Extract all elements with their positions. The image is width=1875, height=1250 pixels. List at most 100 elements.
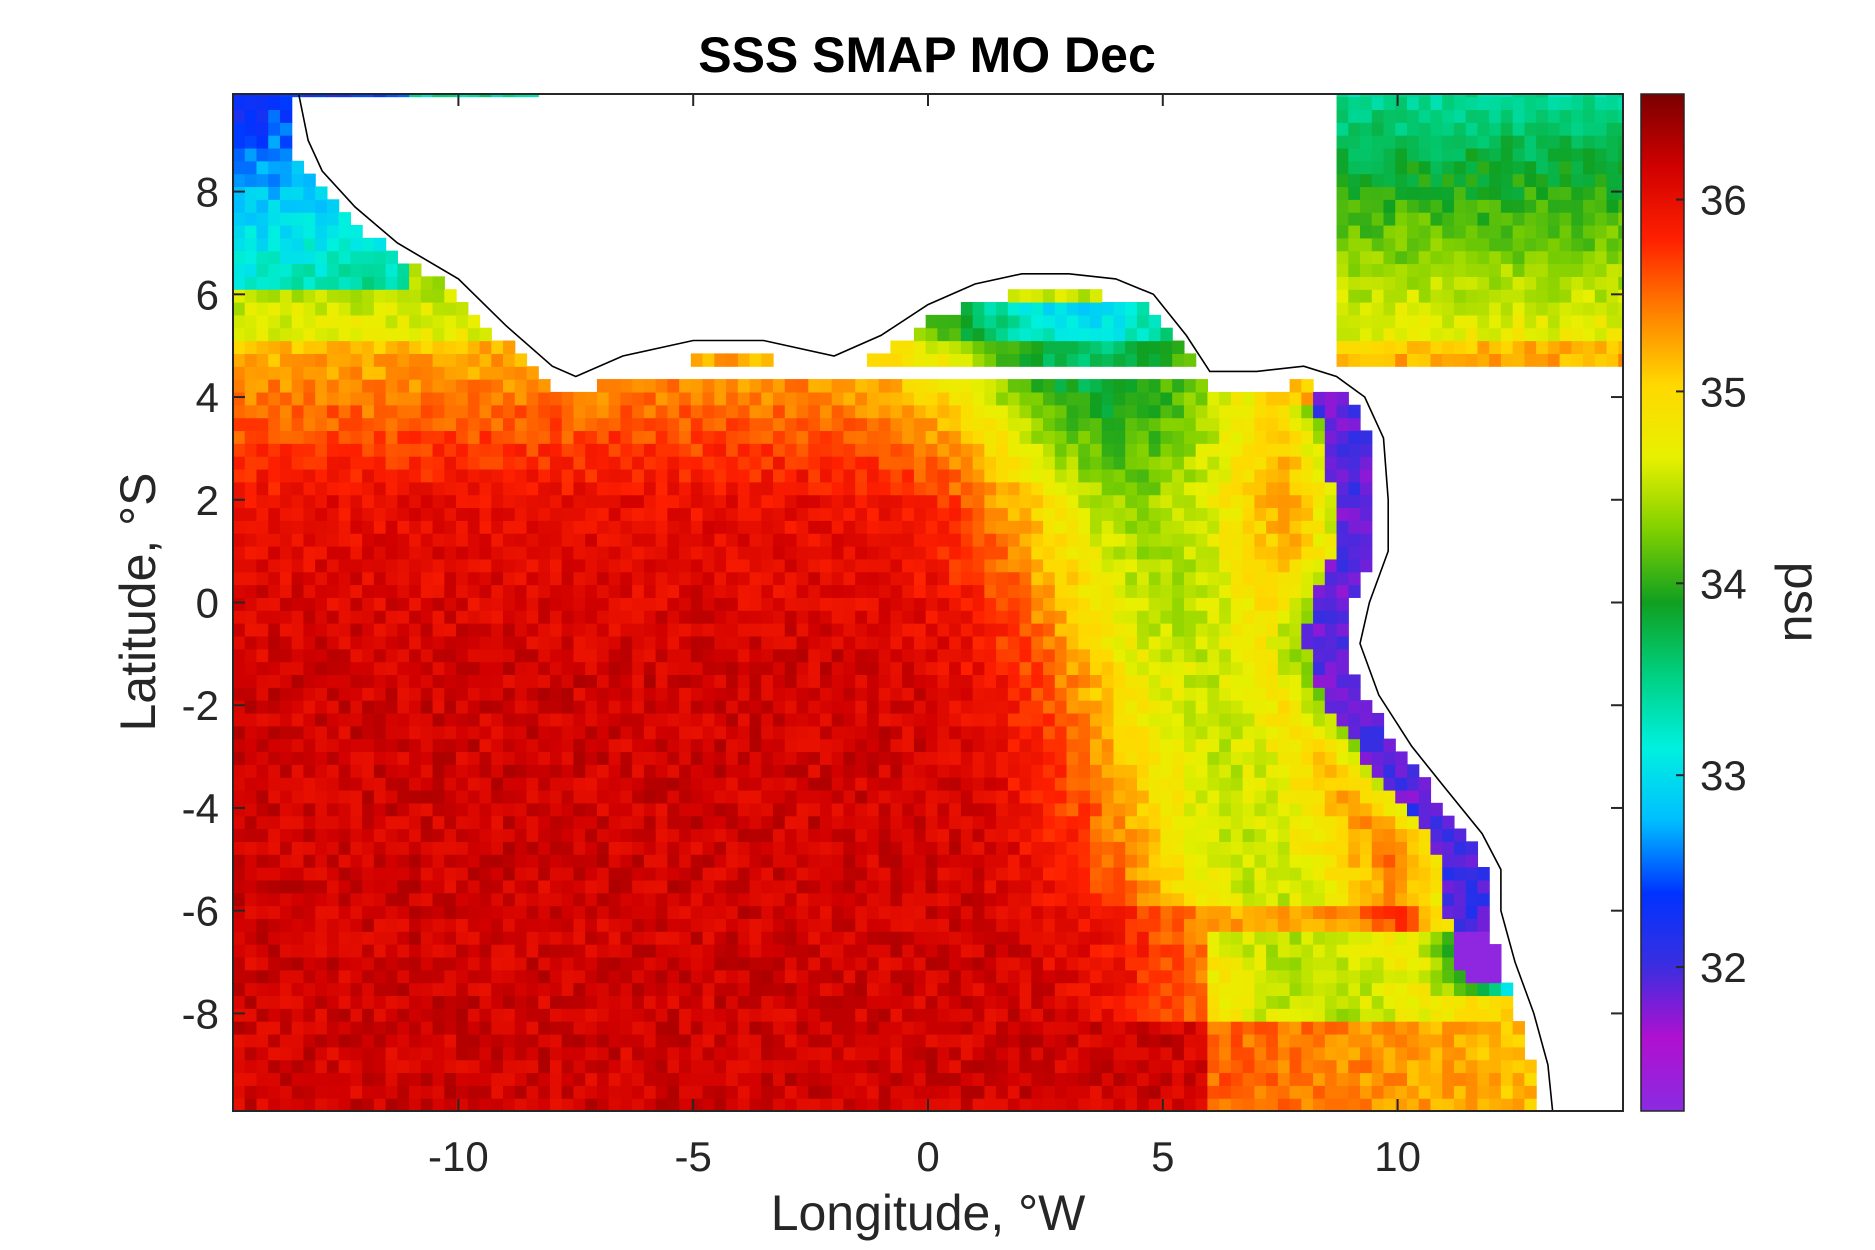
salinity-cell (702, 1059, 715, 1074)
salinity-cell (632, 854, 645, 868)
salinity-cell (855, 468, 868, 483)
salinity-cell (561, 982, 575, 997)
salinity-cell (279, 443, 293, 457)
salinity-cell (432, 841, 445, 855)
salinity-cell (526, 751, 539, 765)
salinity-cell (843, 456, 856, 470)
salinity-cell (632, 802, 645, 817)
salinity-cell (573, 751, 586, 765)
salinity-cell (890, 1059, 903, 1074)
salinity-cell (913, 969, 927, 984)
salinity-cell (1160, 700, 1173, 714)
salinity-cell (690, 777, 704, 791)
salinity-cell (796, 520, 809, 534)
salinity-cell (726, 507, 739, 521)
salinity-cell (362, 237, 375, 252)
salinity-cell (620, 918, 633, 932)
salinity-cell (972, 700, 985, 714)
salinity-cell (690, 648, 704, 663)
salinity-cell (808, 635, 821, 650)
salinity-cell (784, 956, 798, 971)
salinity-cell (338, 391, 351, 406)
salinity-cell (937, 468, 950, 483)
salinity-cell (679, 494, 692, 509)
salinity-cell (843, 674, 856, 688)
salinity-cell (679, 828, 692, 842)
salinity-cell (303, 648, 316, 663)
salinity-cell (690, 379, 704, 393)
salinity-cell (1101, 918, 1115, 932)
salinity-cell (326, 956, 340, 971)
salinity-cell (1066, 815, 1079, 830)
salinity-cell (1043, 1059, 1056, 1074)
salinity-cell (949, 404, 962, 419)
salinity-cell (244, 1072, 258, 1086)
salinity-cell (1031, 905, 1044, 919)
salinity-cell (667, 751, 680, 765)
salinity-cell (491, 494, 504, 509)
salinity-cell (385, 623, 398, 637)
salinity-cell (608, 404, 622, 419)
salinity-cell (667, 456, 680, 470)
salinity-cell (385, 314, 398, 329)
salinity-cell (773, 674, 786, 688)
salinity-cell (444, 404, 457, 419)
salinity-cell (843, 584, 856, 598)
salinity-cell (549, 571, 563, 586)
salinity-cell (526, 494, 539, 509)
salinity-cell (303, 94, 316, 98)
salinity-cell (984, 430, 997, 444)
salinity-cell (596, 854, 610, 868)
salinity-cell (984, 867, 997, 881)
salinity-cell (819, 533, 833, 547)
salinity-cell (726, 918, 739, 932)
salinity-cell (585, 1059, 598, 1074)
salinity-cell (643, 687, 657, 701)
salinity-cell (726, 879, 739, 894)
salinity-cell (467, 327, 481, 342)
salinity-cell (315, 1021, 328, 1035)
salinity-cell (362, 314, 375, 329)
salinity-cell (303, 314, 316, 329)
salinity-cell (1148, 597, 1162, 611)
salinity-cell (796, 443, 809, 457)
salinity-cell (503, 379, 516, 393)
salinity-cell (866, 1008, 880, 1022)
salinity-cell (385, 404, 398, 419)
salinity-cell (620, 700, 633, 714)
salinity-cell (526, 635, 539, 650)
salinity-cell (655, 751, 668, 765)
salinity-cell (702, 610, 715, 624)
salinity-cell (749, 1098, 762, 1111)
salinity-cell (573, 879, 586, 894)
salinity-cell (1019, 892, 1032, 907)
salinity-cell (643, 610, 657, 624)
salinity-cell (1007, 635, 1021, 650)
salinity-cell (843, 1033, 856, 1048)
salinity-cell (456, 314, 469, 329)
salinity-cell (761, 828, 774, 842)
salinity-cell (303, 597, 316, 611)
salinity-cell (362, 751, 375, 765)
salinity-cell (890, 764, 903, 778)
salinity-cell (467, 584, 481, 598)
salinity-cell (796, 712, 809, 727)
salinity-cell (291, 1021, 305, 1035)
salinity-cell (1101, 314, 1115, 329)
salinity-cell (1160, 867, 1173, 881)
salinity-cell (444, 314, 457, 329)
salinity-cell (1031, 892, 1044, 907)
salinity-cell (819, 1098, 833, 1111)
salinity-cell (855, 430, 868, 444)
salinity-cell (960, 533, 974, 547)
salinity-cell (503, 854, 516, 868)
salinity-cell (549, 558, 563, 573)
salinity-cell (1101, 905, 1115, 919)
salinity-cell (596, 969, 610, 984)
salinity-cell (761, 712, 774, 727)
salinity-cell (315, 982, 328, 997)
salinity-cell (737, 417, 751, 432)
salinity-cell (902, 712, 915, 727)
salinity-cell (843, 712, 856, 727)
salinity-cell (632, 481, 645, 496)
